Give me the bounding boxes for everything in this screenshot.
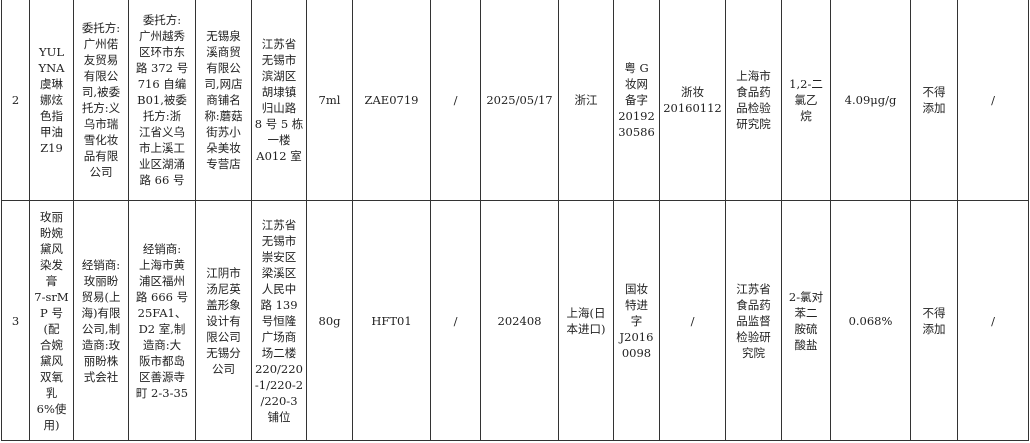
entrust-party-cell: 委托方: 广州偌 友贸易 有限公 司,被委 托方:义 乌市瑞 雪化妆 品有限 公… xyxy=(73,0,129,201)
item-cell: 2-氯对 苯二 胺硫 酸盐 xyxy=(781,200,831,441)
product-name-cell: YUL YNA 虞琳 娜炫 色指 甲油 Z19 xyxy=(29,0,74,201)
spec-cell: 7ml xyxy=(306,0,353,201)
license-cell: 浙妆 20160112 xyxy=(659,0,726,201)
empty-cell: / xyxy=(430,200,481,441)
standard-cell: 不得 添加 xyxy=(910,0,958,201)
table-row: 3 玫丽 盼婉 黛风 染发 膏 7-srM P 号 (配 合婉 黛风 双氧 乳 … xyxy=(1,200,1029,441)
lab-cell: 上海市 食品药 品检验 研究院 xyxy=(725,0,782,201)
result-cell: 0.068% xyxy=(830,200,911,441)
batch-cell: HFT01 xyxy=(352,200,431,441)
entrust-address-cell: 经销商: 上海市黄 浦区福州 路 666 号 25FA1、 D2 室,制 造商:… xyxy=(128,200,196,441)
item-cell: 1,2-二 氯乙 烷 xyxy=(781,0,831,201)
empty-cell: / xyxy=(430,0,481,201)
remark-cell: / xyxy=(957,0,1029,201)
production-date-cell: 2025/05/17 xyxy=(480,0,559,201)
origin-cell: 上海(日 本进口) xyxy=(558,200,614,441)
standard-cell: 不得 添加 xyxy=(910,200,958,441)
entrust-party-cell: 经销商: 玫丽盼 贸易(上 海)有限 公司,制 造商:玫 丽盼株 式会社 xyxy=(73,200,129,441)
sampled-address-cell: 江苏省 无锡市 崇安区 梁溪区 人民中 路 139 号恒隆 广场商 场二楼 22… xyxy=(251,200,307,441)
entrust-address-cell: 委托方: 广州越秀 区环市东 路 372 号 716 自编 B01,被委 托方:… xyxy=(128,0,196,201)
index-cell: 2 xyxy=(1,0,30,201)
product-name-cell: 玫丽 盼婉 黛风 染发 膏 7-srM P 号 (配 合婉 黛风 双氧 乳 6%… xyxy=(29,200,74,441)
table-row: 2 YUL YNA 虞琳 娜炫 色指 甲油 Z19 委托方: 广州偌 友贸易 有… xyxy=(1,0,1029,201)
record-number-cell: 粤 G 妆网 备字 20192 30586 xyxy=(613,0,660,201)
license-cell: / xyxy=(659,200,726,441)
record-number-cell: 国妆 特进 字 J2016 0098 xyxy=(613,200,660,441)
production-date-cell: 202408 xyxy=(480,200,559,441)
result-cell: 4.09μg/g xyxy=(830,0,911,201)
sampled-address-cell: 江苏省 无锡市 滨湖区 胡埭镇 归山路 8 号 5 栋 一楼 A012 室 xyxy=(251,0,307,201)
sampled-unit-cell: 江阴市 汤尼英 盖形象 设计有 限公司 无锡分 公司 xyxy=(195,200,252,441)
spec-cell: 80g xyxy=(306,200,353,441)
lab-cell: 江苏省 食品药 品监督 检验研 究院 xyxy=(725,200,782,441)
index-cell: 3 xyxy=(1,200,30,441)
batch-cell: ZAE0719 xyxy=(352,0,431,201)
sampled-unit-cell: 无锡泉 溪商贸 有限公 司,网店 商铺名 称:蘑菇 街苏小 朵美妆 专营店 xyxy=(195,0,252,201)
origin-cell: 浙江 xyxy=(558,0,614,201)
remark-cell: / xyxy=(957,200,1029,441)
